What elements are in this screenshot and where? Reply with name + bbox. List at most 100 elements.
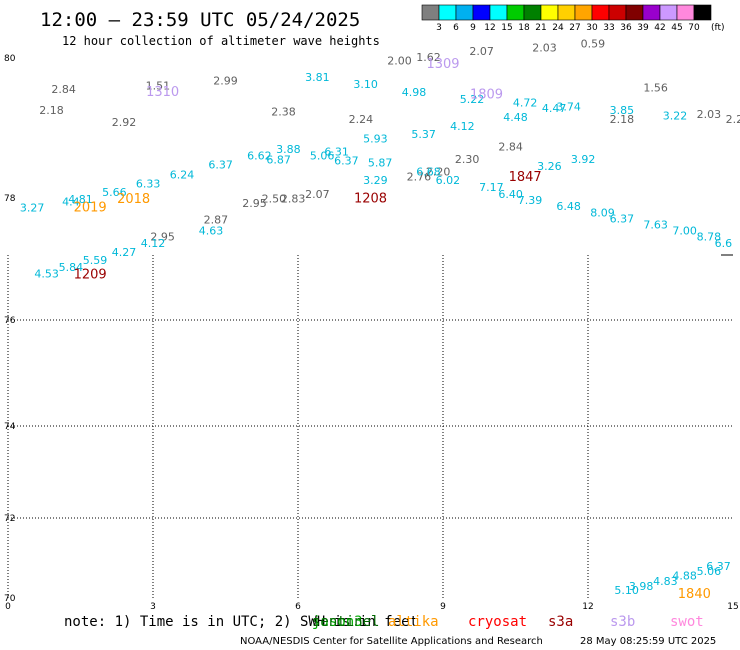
colorbar-tick-label: 6	[453, 23, 459, 33]
wave-height-point: 4.53	[34, 267, 59, 280]
colorbar-swatch	[506, 4, 525, 21]
wave-height-point: 8.09	[590, 206, 615, 219]
x-tick-label: 6	[295, 602, 301, 612]
wave-height-point: 5.22	[460, 93, 485, 106]
legend-entry-sentinel: sentinel	[312, 614, 379, 630]
colorbar-swatch	[642, 4, 661, 21]
wave-height-point: 6.48	[556, 200, 581, 213]
y-tick-label: 80	[4, 54, 16, 64]
wave-height-point: 2.84	[51, 83, 76, 96]
wave-height-point: 5.66	[102, 186, 127, 199]
wave-height-point: 3.81	[305, 71, 330, 84]
wave-height-point: 5.59	[83, 254, 108, 267]
wave-height-point: 2.95	[242, 197, 267, 210]
wave-height-point: 2.24	[349, 113, 374, 126]
colorbar-tick-label: 18	[518, 23, 530, 33]
wave-height-point: 3.10	[353, 78, 378, 91]
wave-height-point: 4.88	[672, 570, 697, 583]
wave-height-point: 4.12	[141, 237, 166, 250]
wave-height-point: 6.37	[334, 154, 359, 167]
wave-height-point: 6.33	[136, 178, 161, 191]
colorbar-tick-label: 12	[484, 23, 495, 33]
chart-title: 12:00 – 23:59 UTC 05/24/2025	[40, 9, 360, 31]
wave-height-point: 5.87	[368, 157, 393, 170]
x-tick-label: 12	[582, 602, 593, 612]
track-label: 1840	[678, 587, 711, 602]
wave-height-point: 1.56	[643, 82, 668, 95]
colorbar-swatch	[676, 4, 695, 21]
wave-height-point: 2.07	[469, 45, 494, 58]
colorbar-swatch	[472, 4, 491, 21]
wave-height-point: 4.72	[513, 96, 538, 109]
colorbar-unit-label: (ft)	[711, 23, 725, 33]
wave-height-point: 3.27	[20, 201, 45, 214]
wave-height-point: 3.98	[629, 580, 654, 593]
wave-height-point: 4.47	[542, 102, 567, 115]
track-label: 1208	[354, 191, 387, 206]
wave-height-point: 6.40	[498, 188, 523, 201]
wave-height-point: 1.51	[146, 80, 171, 93]
wave-height-point: 2.30	[455, 153, 480, 166]
plot-area: 0 3 6 9 12 15 70 72 74 76 78 80 2.18 2.84 1.51 2.92 2.99…	[4, 38, 740, 613]
wave-height-point: 5.10	[614, 584, 639, 597]
wave-height-point: 2.20	[426, 166, 451, 179]
legend-entry-jason3: jason3	[312, 614, 363, 630]
wave-height-point: 7.39	[518, 194, 543, 207]
legend-entry-s3b: s3b	[610, 614, 635, 630]
wave-height-point: 2.07	[305, 188, 330, 201]
wave-height-point: 4.63	[199, 225, 224, 238]
track-label: 1809	[470, 88, 503, 103]
wave-height-point: 3.92	[571, 153, 596, 166]
wave-height-point: 6.31	[324, 145, 349, 158]
y-tick-label: 70	[4, 594, 16, 604]
wave-height-point: 0.59	[581, 38, 606, 51]
colorbar-swatch	[523, 4, 542, 21]
wave-height-point: 2.18	[610, 113, 635, 126]
colorbar-tick-label: 27	[569, 23, 580, 33]
colorbar-tick-label: 70	[688, 23, 700, 33]
wave-height-point: 2.18	[39, 104, 64, 117]
wave-height-point: 5.06	[697, 565, 722, 578]
colorbar-tick-label: 45	[671, 23, 682, 33]
colorbar-tick-label: 3	[436, 23, 442, 33]
wave-height-point: 2.84	[498, 140, 523, 153]
wave-height-point: 6.62	[247, 150, 272, 163]
y-tick-label: 76	[4, 316, 16, 326]
colorbar-tick-label: 15	[501, 23, 512, 33]
colorbar-tick-label: 33	[603, 23, 614, 33]
wave-height-point: 5.93	[363, 133, 388, 146]
legend-entry-cryosat: cryosat	[468, 614, 527, 630]
footer-credit: NOAA/NESDIS Center for Satellite Applica…	[240, 636, 543, 647]
wave-height-point: 4.27	[112, 246, 137, 259]
wave-height-point: 3.29	[363, 174, 388, 187]
wave-height-point: 5.84	[59, 261, 84, 274]
wave-height-point: 2.29	[726, 113, 740, 126]
colorbar-swatch	[557, 4, 576, 21]
colorbar-tick-label: 21	[535, 23, 546, 33]
wave-height-point: 5.06	[310, 150, 335, 163]
colorbar-swatch	[659, 4, 678, 21]
legend-entry-altika: altika	[388, 614, 439, 630]
x-tick-label: 3	[150, 602, 156, 612]
colorbar-tick-label: 30	[586, 23, 598, 33]
wave-height-point: 3.85	[610, 104, 635, 117]
wave-height-point: 2.99	[213, 75, 238, 88]
colorbar-swatch	[574, 4, 593, 21]
y-tick-label: 78	[4, 194, 16, 204]
wave-height-point: 8.78	[697, 231, 722, 244]
wave-height-point: 5.37	[411, 128, 436, 141]
y-tick-label: 74	[4, 422, 16, 432]
legend-entry-s3a: s3a	[548, 614, 573, 630]
wave-height-point: 2.92	[112, 116, 137, 129]
x-tick-label: 9	[440, 602, 446, 612]
colorbar-swatch	[591, 4, 610, 21]
wave-height-point: 6.37	[610, 212, 635, 225]
colorbar-tick-label: 36	[620, 23, 632, 33]
wave-height-point: 7.00	[672, 225, 697, 238]
colorbar-swatch	[421, 4, 440, 21]
colorbar-tick-label: 24	[552, 23, 564, 33]
wave-height-point: 6.37	[706, 560, 731, 573]
y-tick-label: 72	[4, 514, 15, 524]
